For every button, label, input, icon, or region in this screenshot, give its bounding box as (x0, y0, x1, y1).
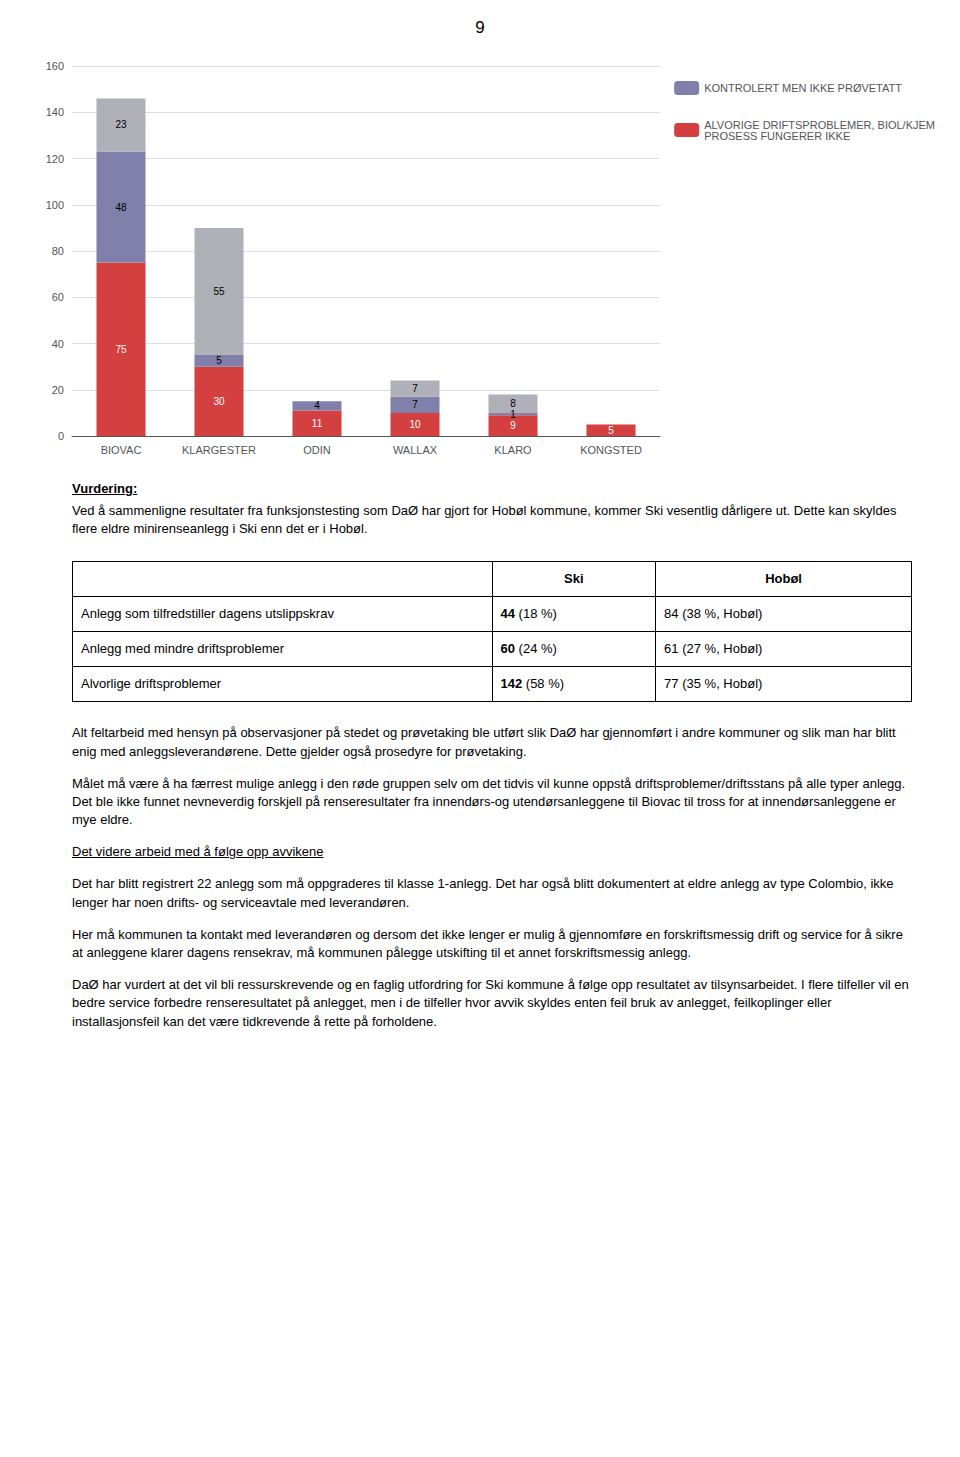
html-text:142 (58 %): 142 (58 %) (500, 676, 565, 692)
html-text:84 (38 %, Hobøl): 84 (38 %, Hobøl) (664, 605, 763, 621)
svg-text:KONTROLERT MEN IKKE PRØVETATT: KONTROLERT MEN IKKE PRØVETATT (704, 82, 902, 94)
html-text:Anlegg som tilfredstiller dage: Anlegg som tilfredstiller dagens utslipp… (81, 605, 334, 621)
svg-text:23: 23 (115, 119, 127, 130)
svg-text:0: 0 (58, 430, 64, 442)
html-text:Det videre arbeid med å følge: Det videre arbeid med å følge opp avvike… (72, 844, 324, 860)
html-text:44 (18 %): 44 (18 %) (500, 605, 557, 621)
html-text:Målet må være å ha færrest mul: Målet må være å ha færrest mulige anlegg… (72, 775, 906, 828)
svg-text:20: 20 (52, 384, 64, 396)
svg-text:KONGSTED: KONGSTED (580, 444, 642, 456)
svg-text:5: 5 (608, 425, 614, 436)
svg-text:BIOVAC: BIOVAC (101, 444, 142, 456)
svg-text:75: 75 (115, 344, 127, 355)
svg-text:30: 30 (213, 396, 225, 407)
svg-text:1: 1 (510, 409, 516, 420)
svg-text:7: 7 (412, 399, 418, 410)
svg-text:100: 100 (46, 199, 64, 211)
html-text:Alvorlige driftsproblemer: Alvorlige driftsproblemer (81, 676, 222, 692)
svg-text:5: 5 (216, 355, 222, 366)
svg-text:55: 55 (213, 286, 225, 297)
svg-text:WALLAX: WALLAX (393, 444, 438, 456)
html-text:61 (27 %, Hobøl): 61 (27 %, Hobøl) (664, 640, 763, 656)
svg-text:ODIN: ODIN (303, 444, 331, 456)
svg-text:60: 60 (52, 291, 64, 303)
html-text:Anlegg med mindre driftsproble: Anlegg med mindre driftsproblemer (81, 640, 284, 656)
svg-text:ALVORIGE DRIFTSPROBLEMER, BIOL: ALVORIGE DRIFTSPROBLEMER, BIOL/KJEM (704, 118, 935, 131)
svg-text:48: 48 (115, 202, 127, 213)
html-text:Ski: Ski (564, 570, 584, 586)
svg-text:160: 160 (46, 60, 64, 72)
svg-text:11: 11 (312, 418, 323, 429)
html-text:Vurdering:: Vurdering: (72, 481, 138, 496)
svg-text:120: 120 (46, 153, 64, 165)
svg-text:4: 4 (314, 400, 320, 411)
svg-text:KLARGESTER: KLARGESTER (182, 444, 256, 456)
html-text:DaØ har vurdert at det vil bli: DaØ har vurdert at det vil bli ressurskr… (72, 977, 909, 1029)
svg-text:8: 8 (510, 398, 516, 409)
html-text:Ved å sammenligne resultater f: Ved å sammenligne resultater fra funksjo… (72, 503, 897, 537)
html-text:Hobøl: Hobøl (765, 570, 802, 586)
svg-text:KLARO: KLARO (494, 444, 532, 456)
svg-text:140: 140 (46, 106, 64, 118)
svg-text:9: 9 (510, 420, 516, 431)
html-text:9: 9 (475, 18, 485, 37)
html-text:Det har blitt registrert 22 an: Det har blitt registrert 22 anlegg som m… (72, 876, 894, 910)
html-text:Her må kommunen ta kontakt med: Her må kommunen ta kontakt med leverandø… (72, 926, 903, 960)
svg-text:10: 10 (409, 419, 421, 430)
svg-text:40: 40 (52, 338, 64, 350)
svg-text:7: 7 (412, 383, 418, 394)
svg-text:80: 80 (52, 245, 64, 257)
html-text:77 (35 %, Hobøl): 77 (35 %, Hobøl) (664, 676, 763, 692)
html-text:Alt feltarbeid med hensyn på o: Alt feltarbeid med hensyn på observasjon… (72, 725, 896, 759)
svg-text:PROSESS FUNGERER IKKE: PROSESS FUNGERER IKKE (704, 130, 850, 142)
html-text:60 (24 %): 60 (24 %) (500, 640, 557, 656)
